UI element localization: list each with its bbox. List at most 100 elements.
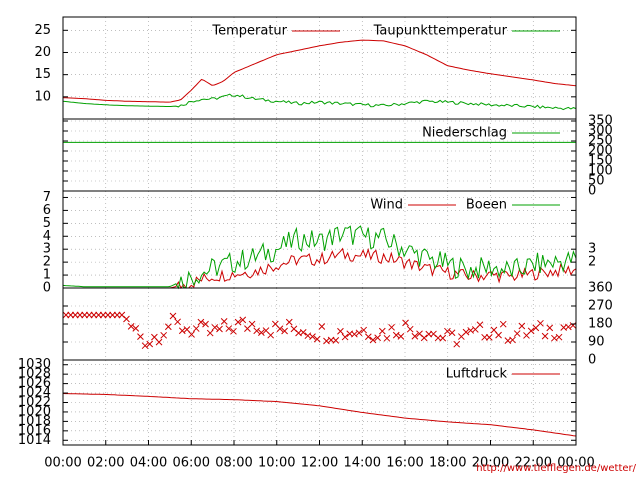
y-tick-label-right: 250 <box>588 134 613 149</box>
wind-direction-point <box>206 329 214 337</box>
y-tick-label-right: 180 <box>588 317 613 332</box>
wind-direction-point <box>137 333 144 341</box>
wind-direction-point <box>509 336 516 344</box>
wind-direction-point <box>462 328 470 336</box>
wind-direction-point <box>406 325 414 333</box>
y-tick-label: 7 <box>43 190 51 205</box>
wind-direction-point <box>225 325 233 332</box>
wind-direction-point <box>369 336 377 344</box>
wind-direction-point <box>202 320 209 328</box>
wind-direction-point <box>127 323 135 330</box>
wind-direction-point <box>332 337 340 344</box>
wind-direction-point <box>397 333 405 340</box>
x-tick-label: 04:00 <box>130 456 167 471</box>
wind-direction-point <box>188 331 195 338</box>
wind-direction-point <box>420 334 428 342</box>
x-tick-label: 02:00 <box>87 456 124 471</box>
wind-direction-point <box>518 322 526 330</box>
series-line-wind <box>63 247 577 289</box>
y-tick-label: 1014 <box>18 433 51 448</box>
wind-direction-point <box>281 327 288 335</box>
wind-direction-point <box>230 327 237 335</box>
y-tick-label-right: 0 <box>588 184 596 199</box>
wind-direction-point <box>546 324 554 332</box>
y-tick-label: 10 <box>34 89 51 104</box>
y-tick-label-right: 90 <box>588 335 605 350</box>
wind-direction-point <box>276 325 284 333</box>
wind-direction-point <box>155 338 163 346</box>
wind-direction-point <box>239 316 247 324</box>
y-tick-label: 4 <box>43 229 51 244</box>
wind-direction-point <box>234 318 242 326</box>
y-tick-label: 1 <box>43 268 51 283</box>
wind-direction-point <box>485 334 493 341</box>
y-tick-label-right: 300 <box>588 124 613 139</box>
wind-direction-point <box>541 332 549 340</box>
y-tick-label-right: 0 <box>588 353 596 368</box>
x-tick-label: 16:00 <box>386 456 423 471</box>
wind-direction-point <box>513 330 521 337</box>
y-tick-label-right: 50 <box>588 174 605 189</box>
wind-direction-point <box>197 318 205 326</box>
x-tick-label: 20:00 <box>472 456 509 471</box>
wind-direction-point <box>476 321 484 329</box>
wind-direction-point <box>569 322 577 329</box>
wind-direction-point <box>267 331 275 339</box>
x-tick-label: 06:00 <box>173 456 210 471</box>
y-tick-label-right: 270 <box>588 299 613 314</box>
x-tick-label: 12:00 <box>301 456 338 471</box>
x-tick-label: 00:00 <box>44 456 81 471</box>
wind-direction-point <box>453 340 461 348</box>
wind-direction-point <box>337 327 344 335</box>
series-line-boeen <box>62 225 577 290</box>
y-tick-label: 2 <box>43 255 51 270</box>
y-tick-label-right: 3 <box>588 242 596 257</box>
series-line-temperatur <box>62 39 577 103</box>
y-tick-label: 3 <box>43 242 51 257</box>
wind-direction-point <box>164 323 172 331</box>
y-tick-label: 1018 <box>18 414 51 429</box>
wind-direction-point <box>253 327 261 335</box>
wind-direction-point <box>364 333 372 341</box>
wind-direction-point <box>360 326 368 334</box>
legend-label: Luftdruck <box>446 367 508 382</box>
legend-label: Taupunkttemperatur <box>373 24 508 39</box>
wind-direction-point <box>146 340 154 348</box>
wind-direction-point <box>499 320 507 328</box>
wind-direction-point <box>178 327 186 335</box>
wind-direction-point <box>383 334 391 342</box>
legend-label: Boeen <box>466 198 507 213</box>
wind-direction-point <box>351 330 358 338</box>
wind-direction-point <box>444 327 451 335</box>
wind-direction-point <box>192 325 200 332</box>
wind-direction-point <box>448 329 456 337</box>
y-tick-label: 0 <box>43 281 51 296</box>
source-link[interactable]: http://www.tiefflegen.de/wetter/ <box>476 463 636 474</box>
wind-direction-point <box>160 331 168 339</box>
wind-direction-point <box>374 334 381 342</box>
y-tick-label: 1024 <box>18 386 51 401</box>
legend-label: Temperatur <box>211 24 287 39</box>
wind-direction-point <box>258 329 265 336</box>
wind-direction-point <box>220 318 228 325</box>
y-tick-label: 1030 <box>18 357 51 372</box>
wind-direction-point <box>248 320 256 328</box>
y-tick-label: 25 <box>34 23 51 38</box>
y-tick-label: 20 <box>34 45 51 60</box>
x-tick-label: 10:00 <box>258 456 295 471</box>
wind-direction-point <box>309 333 316 340</box>
y-tick-label: 1022 <box>18 395 51 410</box>
wind-direction-point <box>378 327 386 335</box>
wind-direction-point <box>211 324 219 331</box>
y-tick-label: 5 <box>43 216 51 231</box>
wind-direction-point <box>392 331 400 339</box>
wind-direction-point <box>318 323 326 330</box>
y-tick-label-right: 150 <box>588 154 613 169</box>
y-tick-label: 1016 <box>18 423 51 438</box>
x-tick-label: 22:00 <box>515 456 552 471</box>
y-tick-label-right: 200 <box>588 144 613 159</box>
series-line-luftdruck <box>62 393 577 437</box>
series-line-taupunkttemperatur <box>62 93 577 111</box>
wind-direction-point <box>537 319 544 327</box>
y-tick-label: 1026 <box>18 376 51 391</box>
